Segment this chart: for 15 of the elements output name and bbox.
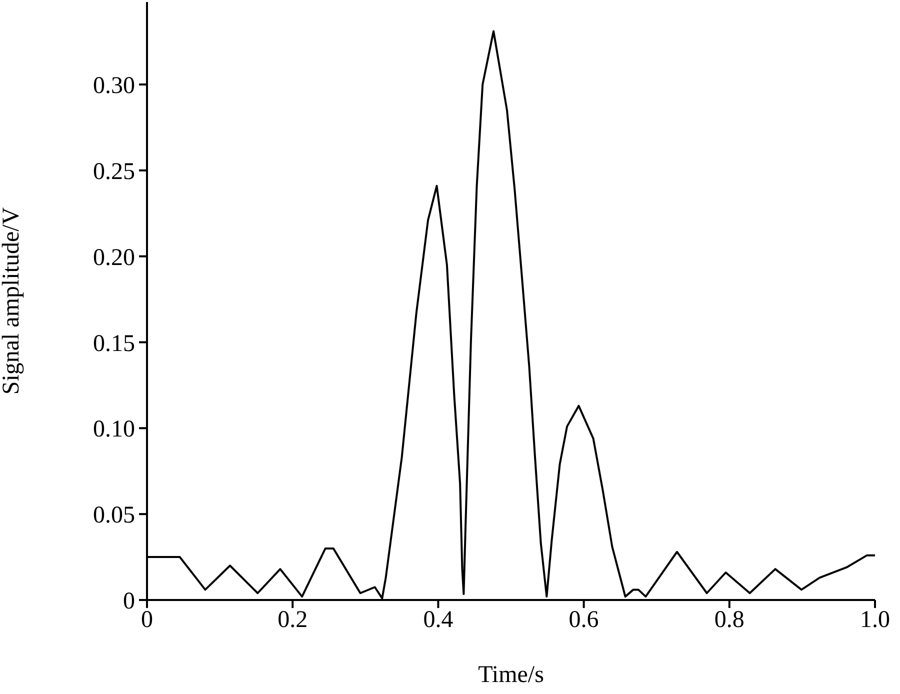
y-tick-label: 0.10 [93, 416, 135, 443]
x-axis-title: Time/s [478, 662, 544, 688]
y-tick-label: 0.25 [93, 158, 135, 185]
y-tick-label: 0.30 [93, 73, 135, 100]
x-tick-label: 0 [141, 607, 153, 634]
x-tick-label: 0.4 [423, 607, 454, 634]
y-tick-label: 0.20 [93, 244, 135, 271]
y-tick-label: 0.05 [93, 502, 135, 529]
x-tick-label: 0.2 [278, 607, 308, 634]
y-tick-label: 0 [123, 588, 135, 615]
y-tick-label: 0.15 [93, 330, 135, 357]
x-tick-label: 0.8 [714, 607, 744, 634]
y-axis-title: Signal amplitude/V [0, 206, 25, 395]
x-tick-label: 1.0 [860, 607, 890, 634]
x-tick-label: 0.6 [568, 607, 599, 634]
